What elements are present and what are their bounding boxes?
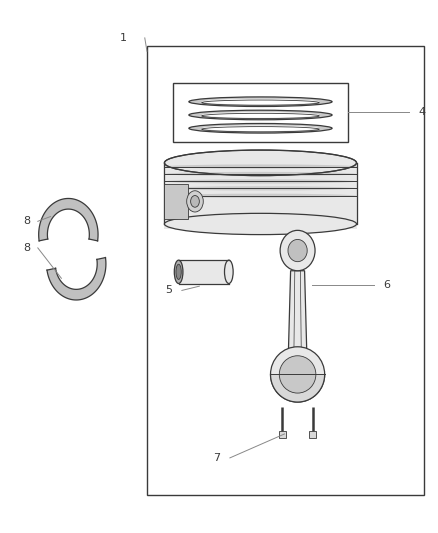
Bar [147,46,424,495]
Text: 7: 7 [213,453,220,463]
Ellipse shape [279,356,316,393]
Polygon shape [271,374,325,402]
Polygon shape [189,110,332,120]
Ellipse shape [164,165,357,168]
Ellipse shape [164,193,357,198]
Polygon shape [189,124,332,133]
Bar [279,431,286,438]
Ellipse shape [164,213,357,235]
Text: 5: 5 [165,286,172,295]
Bar [164,184,188,219]
Polygon shape [47,257,106,300]
Ellipse shape [176,264,181,279]
Ellipse shape [164,186,357,190]
Polygon shape [288,271,307,368]
Text: 1: 1 [120,33,127,43]
Polygon shape [277,368,290,383]
Text: 4: 4 [418,107,426,117]
Polygon shape [189,97,332,107]
Ellipse shape [271,347,325,402]
Ellipse shape [164,150,357,175]
Bar [179,260,229,284]
Bar [173,83,348,142]
Ellipse shape [191,196,199,207]
Ellipse shape [164,172,357,176]
Bar [309,431,316,438]
Polygon shape [164,163,169,224]
Text: 8: 8 [23,243,31,253]
Bar [164,163,357,229]
Polygon shape [352,163,357,224]
Ellipse shape [187,191,203,212]
Ellipse shape [174,260,183,284]
Ellipse shape [280,230,315,271]
Text: 8: 8 [23,216,31,227]
Text: 6: 6 [384,280,391,290]
Polygon shape [39,198,98,241]
Ellipse shape [164,179,357,183]
Ellipse shape [288,239,307,262]
Ellipse shape [225,260,233,284]
